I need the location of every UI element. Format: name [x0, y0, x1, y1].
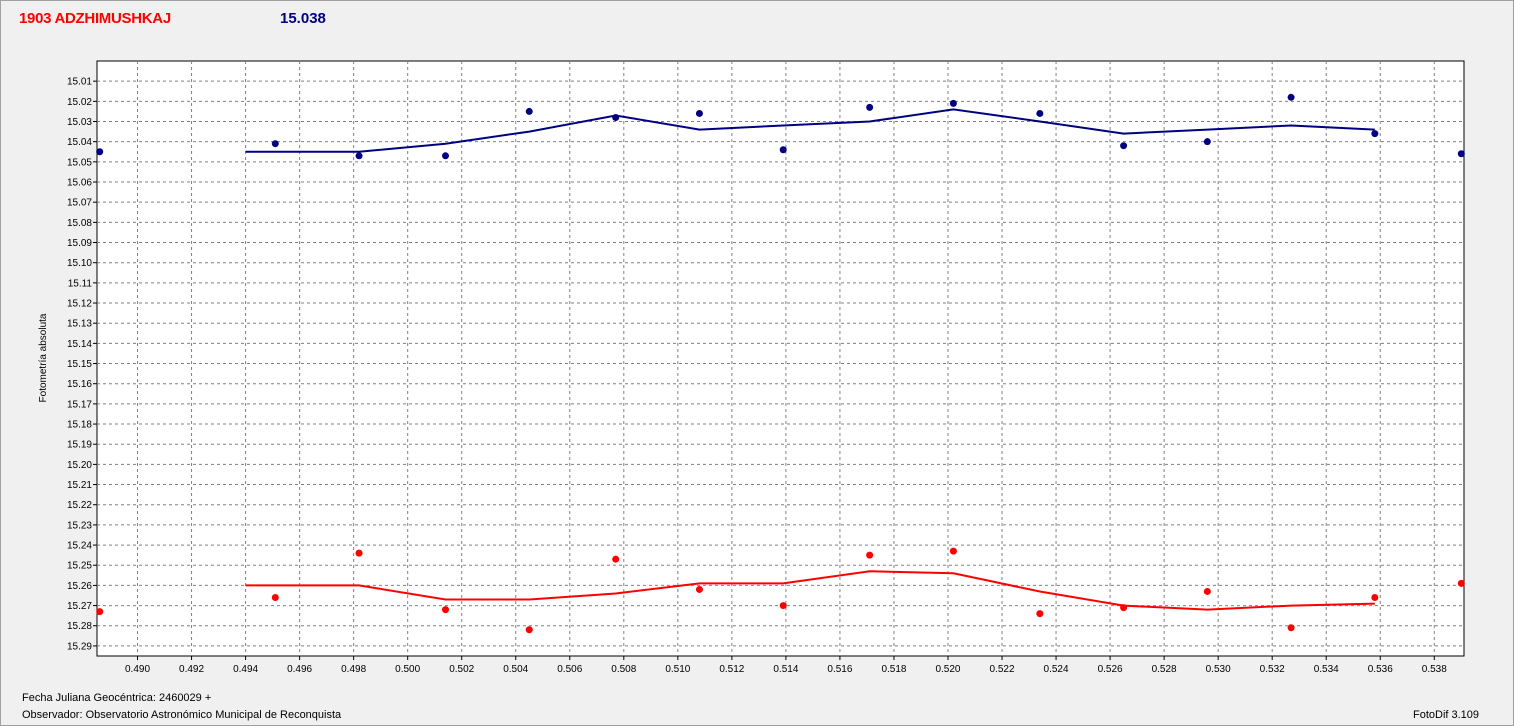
object-name-title: 1903 ADZHIMUSHKAJ	[19, 10, 171, 27]
red-data-point	[271, 594, 279, 602]
blue-data-point	[779, 146, 787, 154]
x-tick-label: 0.508	[611, 664, 636, 675]
x-tick-label: 0.514	[773, 664, 798, 675]
y-tick-label: 15.05	[67, 157, 92, 168]
red-data-point	[1287, 624, 1295, 632]
x-tick-label: 0.512	[719, 664, 744, 675]
mean-magnitude-label: 15.038	[280, 10, 326, 27]
blue-data-point	[695, 109, 703, 117]
blue-data-point	[271, 140, 279, 148]
axis-ticks: 0.490 0.492 0.494 0.496 0.498 0.500 0.502 0.504…	[67, 77, 1447, 675]
x-tick-label: 0.498	[341, 664, 366, 675]
red-data-point	[612, 555, 620, 563]
blue-data-point	[949, 99, 957, 107]
red-data-point	[355, 549, 363, 557]
x-tick-label: 0.524	[1044, 664, 1069, 675]
red-data-point	[96, 608, 104, 616]
y-tick-label: 15.15	[67, 359, 92, 370]
y-tick-label: 15.01	[67, 77, 92, 88]
blue-data-point	[96, 148, 104, 156]
blue-data-point	[866, 103, 874, 111]
y-tick-label: 15.17	[67, 399, 92, 410]
red-data-point	[1120, 604, 1128, 612]
x-tick-label: 0.522	[990, 664, 1015, 675]
blue-data-point	[1371, 130, 1379, 138]
blue-data-point	[355, 152, 363, 160]
y-tick-label: 15.11	[68, 278, 93, 289]
blue-data-point	[1287, 93, 1295, 101]
y-tick-label: 15.18	[67, 420, 92, 431]
y-tick-label: 15.20	[67, 460, 92, 471]
y-tick-label: 15.29	[67, 641, 92, 652]
y-tick-label: 15.19	[67, 440, 92, 451]
red-trend-line	[245, 570, 1375, 611]
observer-label: Observador: Observatorio Astronómico Mun…	[22, 709, 342, 721]
y-tick-label: 15.10	[67, 258, 92, 269]
y-axis-label: Fotometría absoluta	[38, 313, 49, 402]
y-tick-label: 15.02	[67, 97, 92, 108]
y-tick-label: 15.13	[67, 319, 92, 330]
software-version: FotoDif 3.109	[1413, 709, 1480, 721]
data-series	[96, 93, 1465, 634]
y-tick-label: 15.09	[67, 238, 92, 249]
red-data-point	[1371, 594, 1379, 602]
blue-data-point	[525, 107, 533, 115]
y-tick-label: 15.25	[67, 561, 92, 572]
red-data-point	[1036, 610, 1044, 618]
y-tick-label: 15.26	[67, 581, 92, 592]
blue-data-point	[442, 152, 450, 160]
red-data-point	[695, 585, 703, 593]
x-tick-label: 0.496	[287, 664, 312, 675]
x-tick-label: 0.516	[827, 664, 852, 675]
y-tick-label: 15.24	[67, 541, 92, 552]
red-data-point	[779, 602, 787, 610]
red-data-point	[442, 606, 450, 614]
plot-area	[96, 60, 1465, 657]
x-tick-label: 0.506	[557, 664, 582, 675]
blue-data-point	[1120, 142, 1128, 150]
y-tick-label: 15.06	[67, 178, 92, 189]
y-tick-label: 15.22	[67, 500, 92, 511]
x-tick-label: 0.500	[395, 664, 420, 675]
x-tick-label: 0.538	[1422, 664, 1447, 675]
y-tick-label: 15.21	[67, 480, 92, 491]
y-tick-label: 15.12	[67, 299, 92, 310]
x-tick-label: 0.510	[665, 664, 690, 675]
x-tick-label: 0.494	[233, 664, 258, 675]
x-tick-label: 0.504	[503, 664, 528, 675]
blue-data-point	[1036, 109, 1044, 117]
x-tick-label: 0.534	[1314, 664, 1339, 675]
red-data-point	[1457, 579, 1465, 587]
x-tick-label: 0.532	[1260, 664, 1285, 675]
x-tick-label: 0.528	[1152, 664, 1177, 675]
x-tick-label: 0.492	[179, 664, 204, 675]
blue-data-point	[1457, 150, 1465, 158]
x-tick-label: 0.526	[1098, 664, 1123, 675]
red-data-point	[1203, 587, 1211, 595]
blue-trend-line	[245, 108, 1375, 153]
blue-data-point	[612, 113, 620, 121]
y-tick-label: 15.14	[67, 339, 92, 350]
red-data-point	[525, 626, 533, 634]
x-tick-label: 0.530	[1206, 664, 1231, 675]
y-tick-label: 15.07	[67, 198, 92, 209]
blue-data-point	[1203, 138, 1211, 146]
x-tick-label: 0.518	[881, 664, 906, 675]
y-tick-label: 15.23	[67, 520, 92, 531]
x-tick-label: 0.490	[125, 664, 150, 675]
y-tick-label: 15.03	[67, 117, 92, 128]
y-tick-label: 15.16	[67, 379, 92, 390]
red-data-point	[866, 551, 874, 559]
y-tick-label: 15.04	[67, 137, 92, 148]
y-tick-label: 15.08	[67, 218, 92, 229]
red-data-point	[949, 547, 957, 555]
y-tick-label: 15.28	[67, 621, 92, 632]
julian-date-label: Fecha Juliana Geocéntrica: 2460029 +	[22, 692, 212, 704]
x-tick-label: 0.536	[1368, 664, 1393, 675]
x-tick-label: 0.520	[935, 664, 960, 675]
x-tick-label: 0.502	[449, 664, 474, 675]
y-tick-label: 15.27	[67, 601, 92, 612]
